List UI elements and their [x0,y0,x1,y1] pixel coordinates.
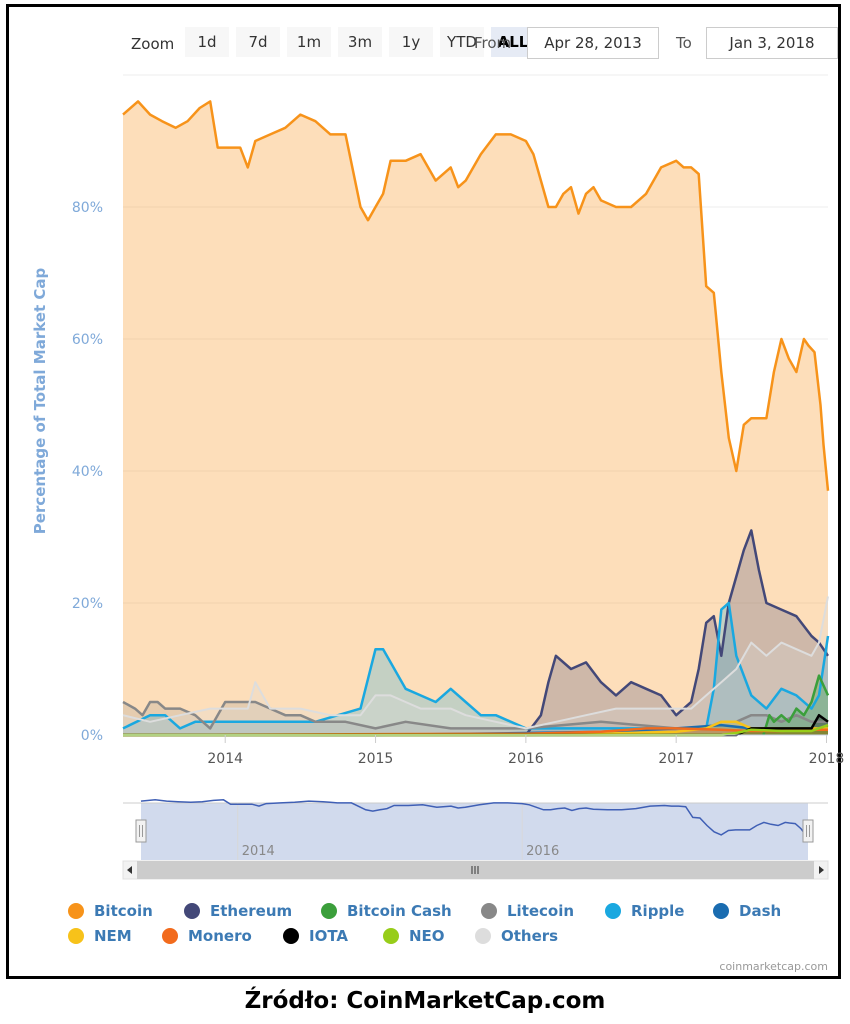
navigator-left-handle[interactable] [135,819,147,843]
x-tick-label: 2014 [207,751,243,767]
series-area-others [123,596,828,735]
dash-dot-icon [713,903,729,919]
x-tick-label: 2016 [508,751,544,767]
from-date-input[interactable] [527,27,659,59]
navigator-tick-label: 2014 [242,844,275,859]
navigator[interactable]: 2014 2016 [122,799,829,880]
legend-item-neo[interactable]: NEO [383,927,445,945]
series-area-nem [123,721,828,735]
y-tick-label: 20% [72,596,103,612]
x-tick-label: 2015 [358,751,394,767]
x-tick-label: 2018 [809,751,845,767]
legend-item-iota[interactable]: IOTA [283,927,348,945]
ethereum-dot-icon [184,903,200,919]
series-line-bitcoin [122,100,830,491]
bitcoin-dot-icon [68,903,84,919]
legend-item-monero[interactable]: Monero [162,927,252,945]
y-tick-label: 40% [72,464,103,480]
x-axis: 2014 2015 2016 2017 2018 [123,734,845,767]
zoom-1y-button[interactable]: 1y [389,27,433,57]
legend-item-bitcoin-cash[interactable]: Bitcoin Cash [321,902,452,920]
to-date-input[interactable] [706,27,838,59]
zoom-label: Zoom [131,35,175,53]
navigator-scrollbar[interactable] [122,860,829,880]
y-tick-label: 0% [81,728,103,744]
series-area-iota [123,715,828,735]
bitcoin-cash-dot-icon [321,903,337,919]
series-line-bitcoin_cash [762,674,830,736]
scroll-right-icon [819,866,824,874]
x-tick-label: 2017 [658,751,694,767]
ripple-dot-icon [605,903,621,919]
to-label: To [676,34,692,52]
zoom-3m-button[interactable]: 3m [338,27,382,57]
credit-link[interactable]: coinmarketcap.com [719,960,828,973]
chart-container: Zoom 1d 7d 1m 3m 1y YTD ALL From To [6,4,841,979]
legend-item-ethereum[interactable]: Ethereum [184,902,292,920]
y-tick-label: 60% [72,332,103,348]
others-dot-icon [475,928,491,944]
y-axis: 0% 20% 40% 60% 80% [72,200,103,744]
source-caption: Źródło: CoinMarketCap.com [244,988,606,1014]
navigator-mask [141,803,808,860]
navigator-series-line [140,799,809,838]
neo-dot-icon [383,928,399,944]
zoom-1d-button[interactable]: 1d [185,27,229,57]
litecoin-dot-icon [481,903,497,919]
handle-body [135,819,147,843]
legend-item-others[interactable]: Others [475,927,558,945]
scroll-left-icon [127,866,132,874]
y-axis-title: Percentage of Total Market Cap [31,268,49,535]
series-lines [122,100,830,737]
navigator-tick-label: 2016 [526,844,559,859]
from-label: From [474,34,512,52]
nem-dot-icon [68,928,84,944]
legend-item-ripple[interactable]: Ripple [605,902,684,920]
zoom-ytd-button[interactable]: YTD [440,27,484,57]
legend-item-dash[interactable]: Dash [713,902,781,920]
legend-item-litecoin[interactable]: Litecoin [481,902,574,920]
legend-item-bitcoin[interactable]: Bitcoin [68,902,153,920]
series-line-others [122,596,829,730]
series-line-ripple [122,601,830,730]
series-line-ethereum [524,529,830,736]
zoom-1m-button[interactable]: 1m [287,27,331,57]
y-tick-label: 80% [72,200,103,216]
navigator-right-handle[interactable] [802,819,814,843]
monero-dot-icon [162,928,178,944]
series-area-ripple [123,603,828,735]
zoom-7d-button[interactable]: 7d [236,27,280,57]
iota-dot-icon [283,928,299,944]
series-line-iota [123,713,829,737]
legend-item-nem[interactable]: NEM [68,927,132,945]
handle-body [802,819,814,843]
series-areas [123,101,828,735]
series-line-litecoin [122,700,828,730]
series-area-neo [123,725,828,735]
series-area-bitcoin [123,101,828,735]
